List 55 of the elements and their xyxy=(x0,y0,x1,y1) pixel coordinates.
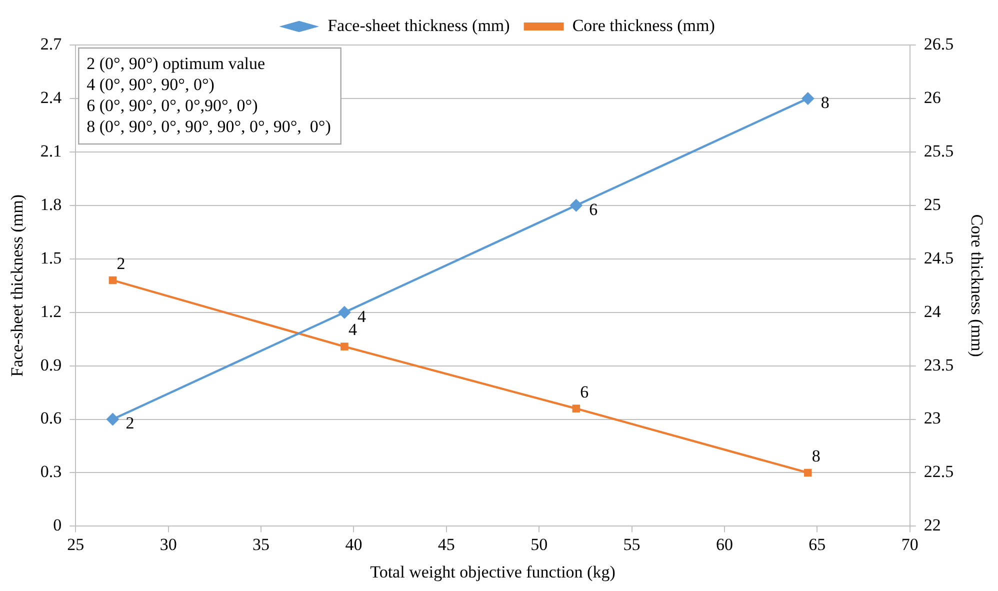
annotation: 8 xyxy=(820,92,830,112)
annotation: 6 (0°, 90°, 0°, 0°,90°, 0°) xyxy=(86,96,258,115)
x-tick-label: 65 xyxy=(808,534,826,554)
y-tick-label: 2.1 xyxy=(40,141,62,160)
y2-tick-label: 22.5 xyxy=(924,462,954,482)
point xyxy=(340,342,348,350)
annotation: 2 xyxy=(116,254,126,274)
x-tick-label: 35 xyxy=(252,534,270,554)
x-tick-label: 45 xyxy=(438,534,455,554)
x-tick-label: 70 xyxy=(901,534,918,554)
y-tick-label: 0.6 xyxy=(40,408,62,428)
y2-tick-label: 23.5 xyxy=(924,355,954,374)
x-tick-label: 60 xyxy=(716,534,733,554)
y-axis-title: Face-sheet thickness (mm) xyxy=(8,194,27,377)
legend-label: Face-sheet thickness (mm) xyxy=(328,16,510,35)
point xyxy=(108,276,117,284)
point xyxy=(570,198,583,212)
y-tick-label: 1.2 xyxy=(40,302,62,321)
y2-axis-title: Core thickness (mm) xyxy=(967,214,986,357)
annotation: 8 (0°, 90°, 0°, 90°, 90°, 0°, 90°, 0°) xyxy=(86,116,331,136)
y2-tick-label: 25.5 xyxy=(924,141,954,160)
legend-label: Core thickness (mm) xyxy=(572,16,715,35)
point xyxy=(801,92,814,105)
point xyxy=(804,468,812,477)
y2-tick-label: 26 xyxy=(924,88,941,107)
annotation: 6 xyxy=(589,200,598,219)
x-tick-label: 40 xyxy=(345,534,362,554)
point xyxy=(106,412,120,426)
annotation: 8 xyxy=(812,446,820,466)
point xyxy=(338,306,351,319)
y-tick-label: 0 xyxy=(53,516,62,535)
y2-tick-label: 24.5 xyxy=(924,248,954,268)
y-tick-label: 2.7 xyxy=(40,34,62,54)
point xyxy=(572,404,580,412)
annotation: 4 xyxy=(348,320,358,340)
x-tick-label: 55 xyxy=(623,534,640,554)
x-tick-label: 25 xyxy=(67,534,84,554)
y2-tick-label: 25 xyxy=(924,194,941,214)
y-tick-label: 2.4 xyxy=(40,88,62,107)
x-axis-title: Total weight objective function (kg) xyxy=(370,562,616,582)
y2-tick-label: 23 xyxy=(924,408,941,428)
annotation: 4 xyxy=(357,306,366,326)
y2-tick-label: 22 xyxy=(924,516,941,535)
y2-tick-label: 24 xyxy=(924,302,942,321)
y-tick-label: 0.3 xyxy=(40,462,62,482)
annotation: 4 (0°, 90°, 90°, 0°) xyxy=(86,74,214,94)
annotation: 2 (0°, 90°) optimum value xyxy=(86,54,266,73)
y-tick-label: 1.8 xyxy=(40,194,62,214)
annotation: 2 xyxy=(126,414,134,433)
x-tick-label: 30 xyxy=(160,534,177,554)
annotation: 6 xyxy=(580,382,589,402)
y-tick-label: 0.9 xyxy=(40,355,62,374)
x-tick-label: 50 xyxy=(530,534,548,554)
y2-tick-label: 26.5 xyxy=(924,34,954,54)
y-tick-label: 1.5 xyxy=(40,248,62,268)
